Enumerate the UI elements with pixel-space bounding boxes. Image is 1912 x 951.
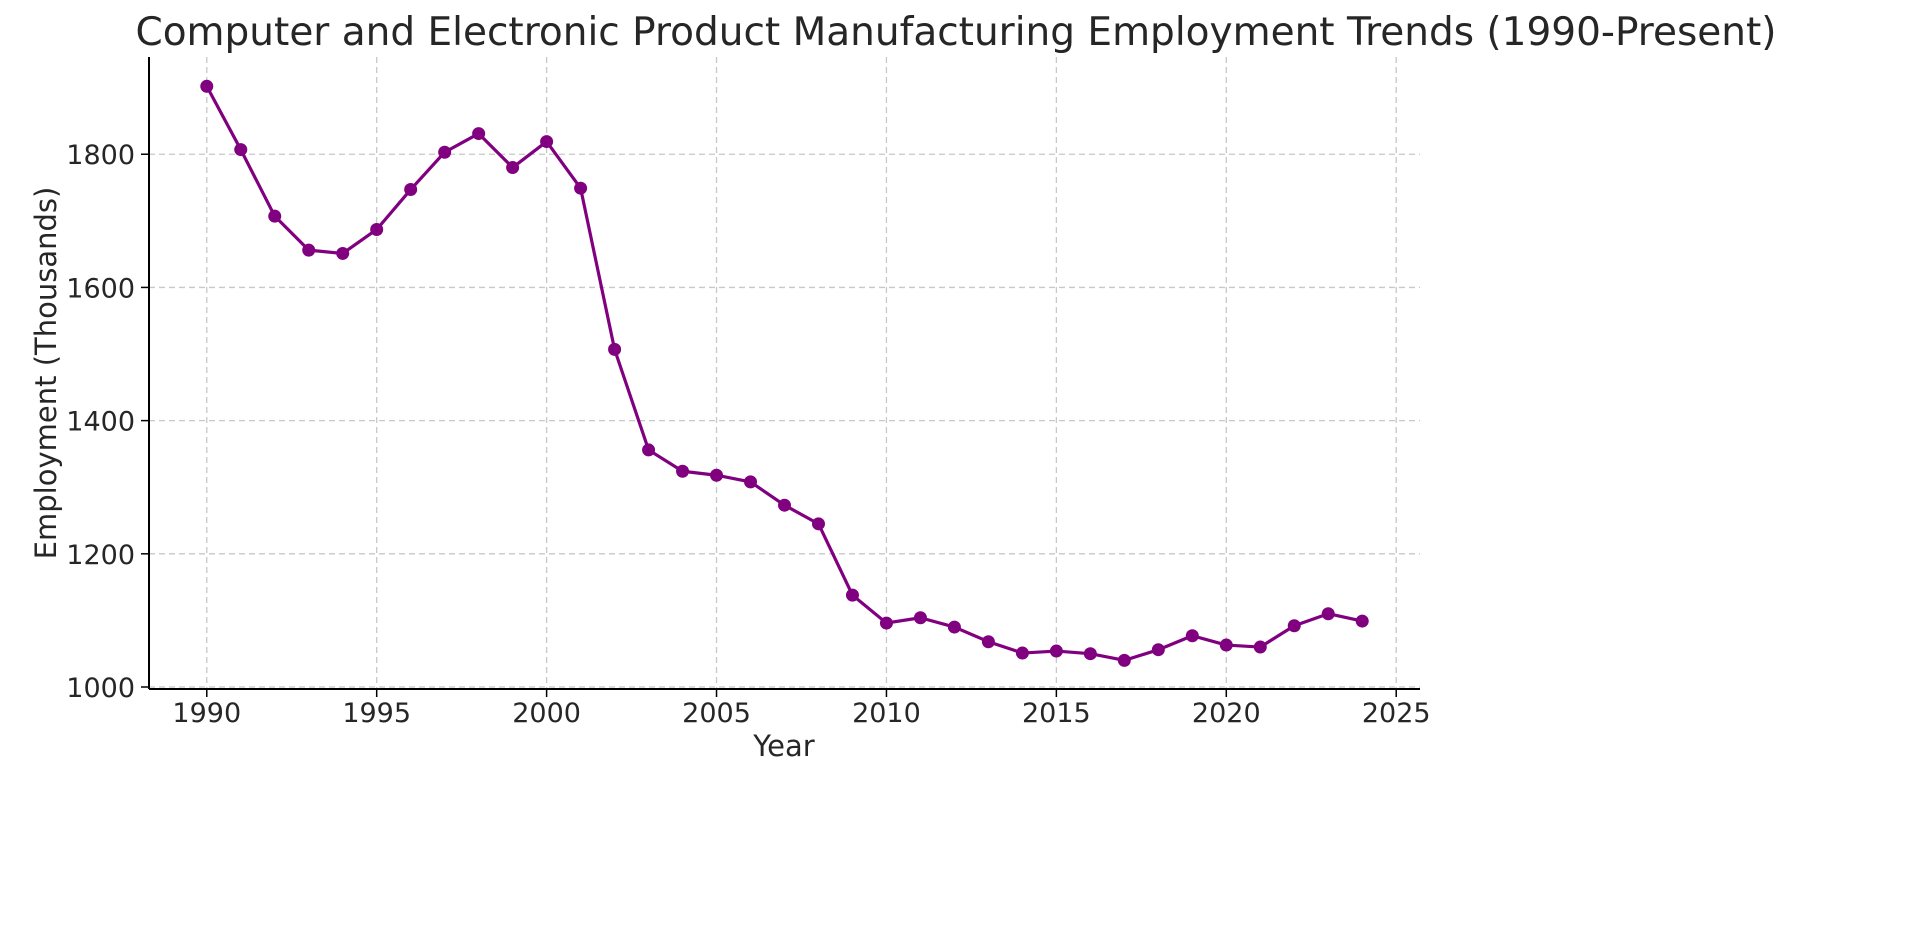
x-tick-label: 2025 [1362,698,1431,729]
data-point [404,183,418,197]
data-point [506,161,520,175]
data-point [1117,653,1131,667]
data-point [744,475,758,489]
y-tick-label: 1800 [66,140,135,171]
data-point [1015,646,1029,660]
x-tick-label: 2020 [1192,698,1261,729]
data-point [1151,643,1165,657]
data-point [608,342,622,356]
data-point [200,79,214,93]
data-point [845,588,859,602]
data-point [1185,629,1199,643]
chart-title: Computer and Electronic Product Manufact… [135,10,1776,55]
data-point [778,498,791,512]
data-points [200,79,1369,667]
y-axis-ticks: 1000 1200 1400 1600 1800 [66,140,149,704]
y-axis-label: Employment (Thousands) [29,187,63,560]
data-point [1287,619,1301,633]
data-point [234,143,248,157]
x-tick-label: 1990 [172,698,241,729]
data-point [676,464,690,478]
data-point [268,209,282,223]
data-point [540,135,554,149]
data-point [1083,647,1097,661]
data-point [472,127,486,141]
data-point [336,246,350,260]
y-tick-label: 1600 [66,273,135,304]
data-point [981,635,995,649]
data-point [811,517,825,531]
x-tick-label: 2010 [852,698,921,729]
data-point [1355,614,1369,628]
x-axis-label: Year [752,729,814,763]
y-tick-label: 1400 [66,407,135,438]
data-point [1321,607,1335,621]
data-point [574,181,588,195]
data-point [710,468,724,482]
data-point [1253,640,1267,654]
data-point [879,616,893,630]
y-tick-label: 1200 [66,540,135,571]
x-tick-label: 2000 [512,698,581,729]
data-point [1219,638,1233,652]
series-line [205,85,1363,662]
data-point [642,443,656,457]
data-point [438,145,452,159]
data-point [947,620,961,634]
grid [149,57,1420,689]
data-point [1049,644,1063,658]
x-tick-label: 1995 [342,698,411,729]
x-tick-label: 2015 [1022,698,1091,729]
data-point [370,222,384,236]
data-point [302,243,316,257]
data-point [913,611,927,625]
x-axis-ticks: 1990 1995 2000 2005 2010 2015 2020 2025 [172,689,1431,729]
y-tick-label: 1000 [66,673,135,704]
x-tick-label: 2005 [682,698,751,729]
